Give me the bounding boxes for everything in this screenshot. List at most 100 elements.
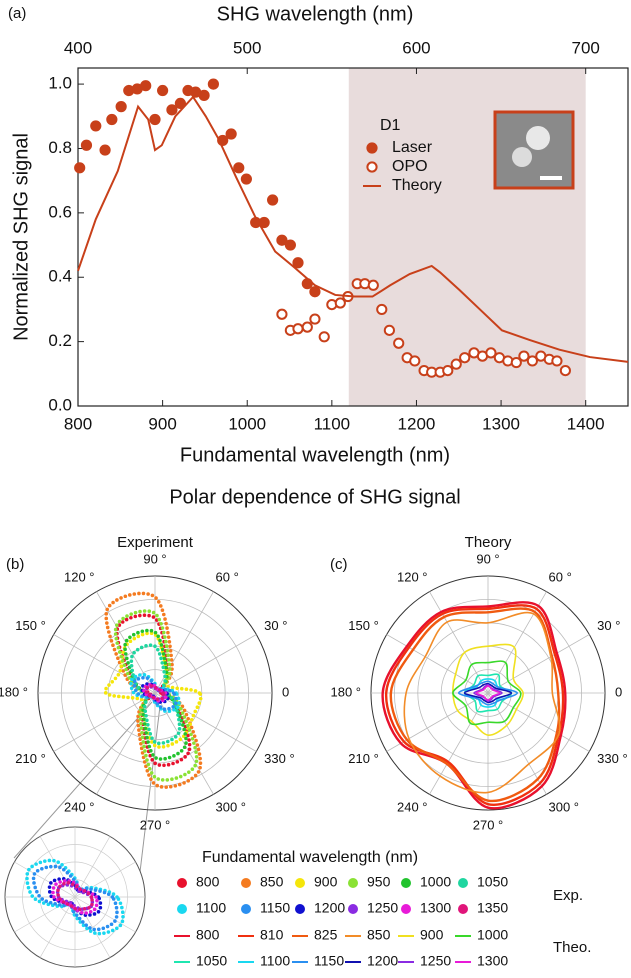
- legend-label: 1300: [477, 953, 508, 969]
- data-point: [149, 113, 161, 126]
- panel-label: (b): [6, 556, 24, 573]
- data-point: [198, 89, 210, 101]
- chart-title: Experiment: [117, 534, 194, 551]
- data-point: [292, 323, 304, 335]
- angle-label: 120 °: [397, 569, 428, 584]
- data-point: [409, 355, 421, 367]
- angle-label: 300 °: [549, 800, 580, 815]
- particle: [512, 147, 532, 167]
- legend-label: 950: [367, 874, 391, 890]
- polar-curve: [55, 883, 95, 911]
- angle-label: 120 °: [64, 569, 95, 584]
- legend-label: 1000: [477, 927, 508, 943]
- data-point: [518, 350, 530, 362]
- angular-grid: [53, 692, 156, 752]
- y-tick-label: 0.2: [48, 331, 72, 350]
- polar-curve: [475, 685, 501, 701]
- angle-label: 180 °: [0, 684, 28, 699]
- legend-swatch: [401, 904, 411, 914]
- legend-label: 1200: [314, 900, 345, 916]
- polar-curve: [113, 609, 199, 782]
- angle-label: 60 °: [549, 569, 572, 584]
- polar-curve: [385, 604, 565, 806]
- angle-label: 240 °: [64, 800, 95, 815]
- legend-swatch: [295, 904, 305, 914]
- data-point: [459, 352, 471, 364]
- data-point: [207, 78, 219, 90]
- legend-label: 1150: [260, 900, 290, 916]
- angle-label: 30 °: [597, 618, 620, 633]
- x-tick-label: 1100: [314, 414, 351, 433]
- data-point: [367, 279, 379, 291]
- data-point: [90, 120, 102, 132]
- x2-tick-label: 400: [64, 38, 92, 57]
- x-tick-label: 1200: [398, 414, 436, 433]
- data-point: [276, 234, 288, 246]
- data-point: [383, 324, 395, 336]
- polar-curve: [129, 672, 181, 714]
- data-point: [292, 257, 304, 269]
- angular-grid: [487, 634, 590, 694]
- x2-tick-label: 700: [572, 38, 600, 57]
- angular-grid: [429, 692, 489, 795]
- zoom-inset: [4, 826, 146, 968]
- legend-label: 1150: [314, 953, 344, 969]
- legend-label: 1100: [260, 953, 290, 969]
- data-point: [309, 313, 321, 325]
- data-point: [157, 84, 169, 97]
- polar-chart: 0 30 ° 60 ° 90 ° 120 ° 150 ° 180 ° 210 ° 240 ° 27…: [330, 551, 627, 832]
- data-point: [485, 347, 497, 359]
- inset-curves: [25, 858, 125, 936]
- legend-label: Laser: [392, 139, 433, 156]
- legend-label: Theory: [392, 177, 442, 194]
- angle-label: 270 °: [473, 817, 504, 832]
- data-point: [393, 337, 405, 349]
- legend-label: 800: [196, 874, 220, 890]
- angle-label: 150 °: [348, 618, 379, 633]
- legend-label: 1050: [477, 874, 508, 890]
- angle-label: 300 °: [216, 800, 247, 815]
- angle-label: 60 °: [216, 569, 239, 584]
- data-point: [334, 297, 346, 309]
- legend-swatch: [295, 878, 305, 888]
- angular-grid: [154, 692, 257, 752]
- inset-grid: [74, 896, 111, 958]
- legend-label: 1250: [420, 953, 451, 969]
- data-point: [225, 128, 237, 140]
- polar-curve: [129, 643, 182, 746]
- legend-label: 825: [314, 927, 338, 943]
- polar-curve: [457, 680, 519, 706]
- inset-grid: [74, 836, 111, 898]
- x-tick-label: 1300: [482, 414, 520, 433]
- polar-curve: [403, 611, 561, 794]
- x-tick-label: 1000: [228, 414, 266, 433]
- legend-label: 1050: [196, 953, 227, 969]
- angular-grid: [53, 634, 156, 694]
- panel-label: (a): [8, 5, 26, 22]
- polar-curve: [142, 683, 168, 703]
- angular-grid: [386, 634, 489, 694]
- y-tick-label: 1.0: [48, 74, 72, 93]
- polar-curve: [463, 682, 513, 704]
- data-point: [174, 97, 186, 110]
- inset-grid: [39, 836, 76, 898]
- polar-curve: [452, 660, 522, 726]
- legend-label: 1100: [196, 900, 226, 916]
- angular-grid: [487, 692, 590, 752]
- legend-swatch: [348, 904, 358, 914]
- polar-curve: [31, 864, 119, 932]
- data-point: [318, 331, 330, 343]
- polar-curve: [144, 684, 166, 701]
- legend-title: D1: [380, 117, 401, 134]
- chart-a: 800 900 1000 1100 1200 1300 1400 400 500 600 700 0.…: [48, 38, 629, 433]
- y-tick-label: 0.4: [48, 267, 72, 286]
- legend-label: 1000: [420, 874, 451, 890]
- legend-label: 850: [367, 927, 391, 943]
- legend-swatch: [241, 878, 251, 888]
- legend-swatch: [401, 878, 411, 888]
- data-point: [166, 104, 178, 116]
- x-tick-label: 1400: [567, 414, 605, 433]
- legend-swatch: [366, 161, 378, 173]
- data-point: [510, 356, 522, 369]
- legend-swatch: [177, 878, 187, 888]
